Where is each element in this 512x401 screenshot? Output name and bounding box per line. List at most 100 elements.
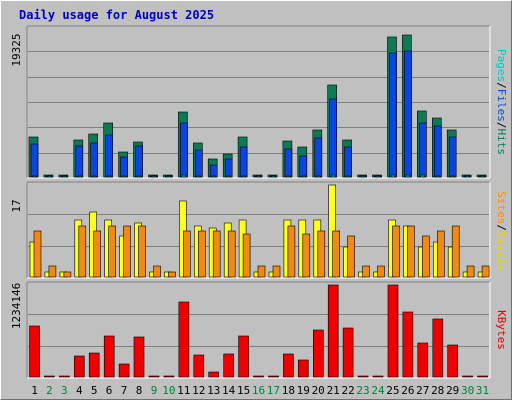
bar-files-day-5 — [90, 142, 98, 178]
bar-kbytes-day-10 — [163, 375, 175, 378]
bar-kbytes-day-31 — [477, 375, 488, 378]
bar-kbytes-day-5 — [88, 352, 100, 378]
bar-sites-day-23 — [362, 265, 370, 278]
bar-kbytes-day-6 — [103, 335, 115, 378]
bar-files-day-29 — [448, 136, 457, 178]
chart-title: Daily usage for August 2025 — [19, 8, 214, 22]
bar-sites-day-29 — [451, 225, 460, 278]
legend-text: Pages/Files/Hits — [495, 49, 508, 155]
bar-pages-day-13 — [211, 175, 216, 178]
bar-pages-day-21 — [330, 174, 336, 178]
x-tick-label-day-14: 14 — [222, 384, 236, 397]
bar-files-day-25 — [389, 52, 397, 178]
bar-pages-day-10 — [166, 175, 172, 178]
x-tick-label-day-31: 31 — [476, 384, 489, 397]
bar-files-day-20 — [314, 137, 323, 178]
legend-entry: Files — [495, 89, 508, 122]
legend-entry: / — [495, 224, 508, 231]
x-tick-label-day-8: 8 — [136, 384, 143, 397]
bar-sites-day-14 — [227, 230, 236, 278]
bar-files-day-13 — [209, 164, 218, 178]
bar-sites-day-26 — [407, 225, 415, 278]
legend-entry: Visits — [495, 231, 508, 271]
x-tick-label-day-4: 4 — [76, 384, 83, 397]
legend-entry: Pages — [495, 49, 508, 82]
bar-sites-day-20 — [317, 230, 326, 278]
bar-pages-day-29 — [450, 175, 456, 178]
x-tick-label-day-10: 10 — [162, 384, 175, 397]
bar-sites-day-22 — [347, 235, 355, 278]
x-tick-label-day-9: 9 — [151, 384, 158, 397]
bar-sites-day-24 — [377, 265, 385, 278]
bar-pages-day-6 — [106, 175, 112, 178]
bar-kbytes-day-26 — [402, 311, 414, 378]
bar-files-day-8 — [135, 145, 143, 178]
bar-kbytes-day-23 — [357, 375, 369, 378]
bar-pages-day-26 — [405, 174, 411, 178]
bar-kbytes-day-18 — [283, 353, 294, 378]
bar-files-day-11 — [180, 122, 188, 178]
bar-sites-day-5 — [93, 230, 101, 278]
bar-sites-day-10 — [168, 271, 176, 278]
bar-sites-day-19 — [302, 233, 311, 278]
x-tick-label-day-1: 1 — [31, 384, 38, 397]
x-tick-label-day-20: 20 — [312, 384, 325, 397]
bar-sites-day-7 — [123, 225, 131, 278]
x-tick-label-day-11: 11 — [177, 384, 190, 397]
bar-sites-day-1 — [33, 230, 42, 278]
y-max-label: 1234146 — [10, 283, 23, 329]
bar-kbytes-day-11 — [178, 301, 190, 378]
bar-kbytes-day-1 — [29, 325, 40, 378]
x-tick-label-day-16: 16 — [252, 384, 265, 397]
bar-sites-day-15 — [242, 233, 251, 278]
bar-kbytes-day-30 — [462, 375, 473, 378]
bar-files-day-22 — [344, 146, 352, 178]
legend-entry: / — [495, 122, 508, 129]
bar-sites-day-3 — [63, 271, 72, 278]
y-max-label: 19325 — [10, 33, 23, 66]
bar-kbytes-day-2 — [44, 375, 55, 378]
x-tick-label-day-15: 15 — [237, 384, 250, 397]
bar-sites-day-12 — [198, 230, 206, 278]
bar-kbytes-day-7 — [118, 363, 130, 378]
bar-pages-day-16 — [256, 175, 261, 178]
bar-pages-day-12 — [196, 175, 202, 178]
bar-sites-day-4 — [78, 225, 87, 278]
bar-files-day-7 — [120, 156, 128, 178]
bar-files-day-21 — [329, 98, 338, 178]
x-tick-label-day-19: 19 — [297, 384, 310, 397]
bar-pages-day-27 — [420, 174, 426, 178]
x-tick-label-day-17: 17 — [267, 384, 280, 397]
bar-kbytes-day-14 — [223, 353, 234, 378]
bar-files-day-19 — [299, 155, 308, 178]
bar-pages-day-9 — [151, 175, 157, 178]
bar-pages-day-18 — [286, 175, 291, 178]
x-tick-label-day-22: 22 — [341, 384, 354, 397]
bar-sites-day-25 — [392, 225, 400, 278]
bar-files-day-28 — [433, 125, 442, 178]
bar-kbytes-day-21 — [327, 284, 339, 378]
bar-pages-day-17 — [271, 175, 276, 178]
bar-pages-day-8 — [136, 175, 142, 178]
legend-text: Sites/Visits — [495, 191, 508, 271]
bar-kbytes-day-22 — [342, 327, 354, 378]
bar-pages-day-2 — [47, 175, 52, 178]
bar-kbytes-day-12 — [193, 354, 205, 378]
x-tick-label-day-7: 7 — [121, 384, 128, 397]
bar-pages-day-19 — [300, 175, 306, 178]
x-tick-label-day-25: 25 — [386, 384, 399, 397]
x-tick-label-day-23: 23 — [356, 384, 369, 397]
x-tick-label-day-28: 28 — [431, 384, 444, 397]
bar-files-day-1 — [30, 143, 39, 178]
x-tick-label-day-13: 13 — [207, 384, 220, 397]
x-tick-label-day-27: 27 — [416, 384, 429, 397]
legend-entry: KBytes — [495, 310, 508, 350]
bar-kbytes-day-17 — [268, 375, 279, 378]
bar-sites-day-27 — [421, 235, 430, 278]
x-tick-label-day-24: 24 — [371, 384, 385, 397]
bar-files-day-15 — [239, 146, 248, 178]
bar-kbytes-day-24 — [372, 375, 384, 378]
bar-files-day-4 — [75, 145, 84, 178]
bar-sites-day-21 — [332, 230, 341, 278]
